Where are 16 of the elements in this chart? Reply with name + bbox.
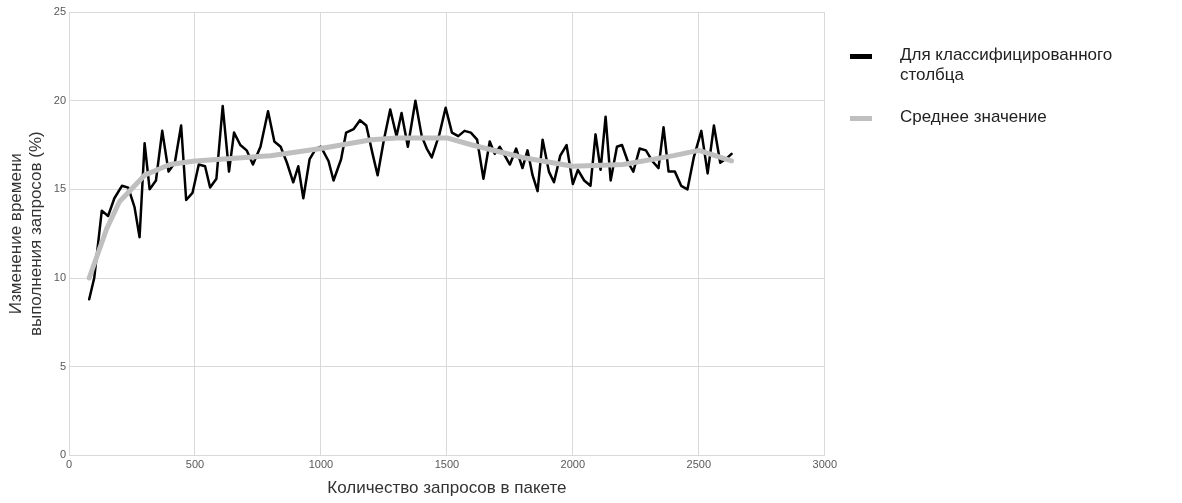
x-tick-label: 500	[185, 458, 205, 471]
x-tick-label: 1500	[434, 458, 460, 471]
x-axis-title: Количество запросов в пакете	[327, 478, 567, 498]
legend-label: Для классифицированного столбца	[900, 45, 1114, 85]
legend-label: Среднее значение	[900, 107, 1047, 127]
y-tick-label: 15	[53, 182, 67, 195]
y-tick-label: 0	[59, 448, 67, 461]
y-tick-label: 5	[59, 359, 67, 372]
x-tick-label: 3000	[812, 458, 838, 471]
y-tick-label: 10	[53, 271, 67, 284]
y-axis-title: Изменение времени выполнения запросов (%)	[5, 131, 46, 337]
y-tick-label: 20	[53, 93, 67, 106]
x-tick-label: 2000	[560, 458, 586, 471]
x-tick-label: 1000	[308, 458, 334, 471]
x-tick-label: 2500	[686, 458, 712, 471]
y-tick-label: 25	[53, 5, 67, 18]
